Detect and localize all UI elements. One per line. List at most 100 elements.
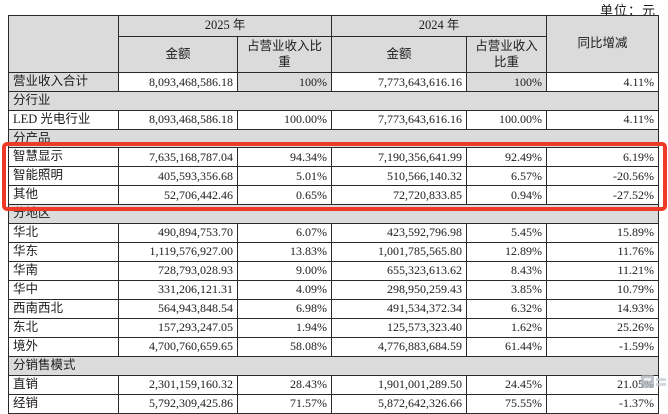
- yoy-value: 14.93%: [546, 298, 660, 319]
- amount-2024: 1,001,785,565.80: [331, 241, 468, 262]
- header-pct-2024: 占营业收入比重: [466, 36, 548, 73]
- yoy-value: 4.11%: [546, 109, 660, 130]
- pct-2025: 0.65%: [236, 185, 333, 206]
- yoy-value: 11.21%: [546, 260, 660, 281]
- pct-2025: 6.98%: [236, 298, 333, 319]
- unit-label: 单位：元: [599, 3, 656, 18]
- row-label: 境外: [8, 336, 119, 357]
- row-label: 营业收入合计: [8, 72, 119, 92]
- amount-2025: 2,301,159,160.32: [118, 374, 238, 395]
- pct-2024: 5.45%: [466, 222, 548, 243]
- pct-2025: 1.94%: [236, 317, 333, 338]
- header-row-metrics: 金额 占营业收入比重 金额 占营业收入比重: [9, 36, 659, 73]
- row-label: 华东: [8, 241, 119, 262]
- pct-2025: 71.57%: [236, 393, 333, 414]
- table-row: 智慧显示 7,635,168,787.04 94.34% 7,190,356,641.…: [8, 147, 660, 168]
- pct-2024: 3.85%: [466, 279, 548, 300]
- section-row: 分行业: [7, 91, 660, 111]
- pct-2025: 100.00%: [236, 109, 333, 130]
- header-yoy: 同比增减: [546, 15, 660, 73]
- pct-2024: 1.62%: [466, 317, 548, 338]
- amount-2024: 423,592,796.98: [331, 222, 468, 243]
- amount-2025: 331,206,121.31: [118, 279, 238, 300]
- amount-2025: 7,635,168,787.04: [118, 147, 238, 168]
- header-pct-2025: 占营业收入比重: [236, 36, 333, 73]
- table-row: 华北 490,894,753.70 6.07% 423,592,796.98 5.45%…: [8, 222, 660, 243]
- section-label: 分销售模式: [7, 355, 660, 376]
- table-row: 其他 52,706,442.46 0.65% 72,720,833.85 0.94% -2…: [8, 185, 660, 206]
- table-row: 西南西北 564,943,848.54 6.98% 491,534,372.34 6.3…: [8, 298, 660, 319]
- row-label: 智慧显示: [8, 147, 119, 168]
- amount-2025: 5,792,309,425.86: [118, 393, 238, 414]
- row-label: 华南: [8, 260, 119, 281]
- amount-2024: 4,776,883,684.59: [331, 336, 468, 357]
- pct-2024: 61.44%: [466, 336, 548, 357]
- section-row: 分地区: [7, 204, 660, 224]
- pct-2024: 6.32%: [466, 298, 548, 319]
- row-label: 经销: [8, 393, 119, 414]
- header-year-2024: 2024 年: [331, 15, 548, 37]
- amount-2024: 7,773,643,616.16: [331, 72, 468, 92]
- pct-2024: 12.89%: [466, 241, 548, 262]
- header-row-years: 2025 年 2024 年 同比增减: [8, 15, 660, 73]
- row-label: 其他: [8, 185, 119, 206]
- yoy-value: 4.11%: [546, 72, 660, 92]
- yoy-value: 15.89%: [546, 222, 660, 243]
- corner-cell: [8, 15, 119, 73]
- row-label: 东北: [8, 317, 119, 338]
- amount-2025: 52,706,442.46: [118, 185, 238, 206]
- section-row: 分销售模式: [7, 355, 660, 376]
- pct-2025: 28.43%: [236, 374, 333, 395]
- amount-2024: 655,323,613.62: [331, 260, 468, 281]
- amount-2025: 8,093,468,586.18: [118, 72, 238, 92]
- header-amount-2024: 金额: [331, 36, 468, 73]
- table-row: 华南 728,793,028.93 9.00% 655,323,613.62 8.43%…: [8, 260, 660, 281]
- yoy-value: 10.79%: [546, 279, 660, 300]
- section-label: 分产品: [7, 128, 660, 149]
- table-row: 华中 331,206,121.31 4.09% 298,950,259.43 3.85%…: [8, 279, 660, 300]
- yoy-value: -20.56%: [546, 166, 660, 187]
- section-label: 分地区: [7, 204, 660, 224]
- pct-2025: 13.83%: [236, 241, 333, 262]
- amount-2024: 298,950,259.43: [331, 279, 468, 300]
- table-row: LED 光电行业 8,093,468,586.18 100.00% 7,773,643…: [8, 109, 660, 130]
- row-label: 直销: [8, 374, 119, 395]
- amount-2024: 7,190,356,641.99: [331, 147, 468, 168]
- pct-2024: 75.55%: [466, 393, 548, 414]
- amount-2024: 510,566,140.32: [331, 166, 468, 187]
- pct-2025: 9.00%: [236, 260, 333, 281]
- section-row: 分产品: [7, 128, 660, 149]
- table-row: 直销 2,301,159,160.32 28.43% 1,901,001,289.50…: [8, 374, 660, 395]
- yoy-value: 6.19%: [546, 147, 660, 168]
- pct-2024: 6.57%: [466, 166, 548, 187]
- pct-2024: 100.00%: [466, 109, 548, 130]
- yoy-value: 25.26%: [546, 317, 660, 338]
- row-label: LED 光电行业: [8, 109, 119, 130]
- table-row: 东北 157,293,247.05 1.94% 125,573,323.40 1.62%…: [8, 317, 660, 338]
- yoy-value: 11.76%: [546, 241, 660, 262]
- amount-2025: 564,943,848.54: [118, 298, 238, 319]
- section-label: 分行业: [7, 91, 660, 111]
- watermark-square-icon: [641, 375, 654, 388]
- yoy-value: -1.37%: [546, 393, 660, 414]
- pct-2025: 94.34%: [236, 147, 333, 168]
- financial-table: 2025 年 2024 年 同比增减 金额 占营业收入比重 金额 占营业收入比重…: [7, 15, 660, 414]
- row-label: 西南西北: [8, 298, 119, 319]
- amount-2025: 8,093,468,586.18: [118, 109, 238, 130]
- table-row: 华东 1,119,576,927.00 13.83% 1,001,785,565.80…: [8, 241, 660, 262]
- row-label: 华北: [8, 222, 119, 243]
- amount-2024: 5,872,642,326.66: [331, 393, 468, 414]
- pct-2025: 6.07%: [236, 222, 333, 243]
- pct-2024: 92.49%: [466, 147, 548, 168]
- amount-2025: 728,793,028.93: [118, 260, 238, 281]
- pct-2025: 58.08%: [236, 336, 333, 357]
- watermark-text-lines: [656, 377, 666, 386]
- amount-2025: 4,700,760,659.65: [118, 336, 238, 357]
- amount-2025: 157,293,247.05: [118, 317, 238, 338]
- pct-2025: 5.01%: [236, 166, 333, 187]
- amount-2024: 491,534,372.34: [331, 298, 468, 319]
- header-amount-2025: 金额: [118, 36, 238, 73]
- amount-2025: 1,119,576,927.00: [118, 241, 238, 262]
- table-header: 2025 年 2024 年 同比增减 金额 占营业收入比重 金额 占营业收入比重: [8, 15, 660, 73]
- row-label: 华中: [8, 279, 119, 300]
